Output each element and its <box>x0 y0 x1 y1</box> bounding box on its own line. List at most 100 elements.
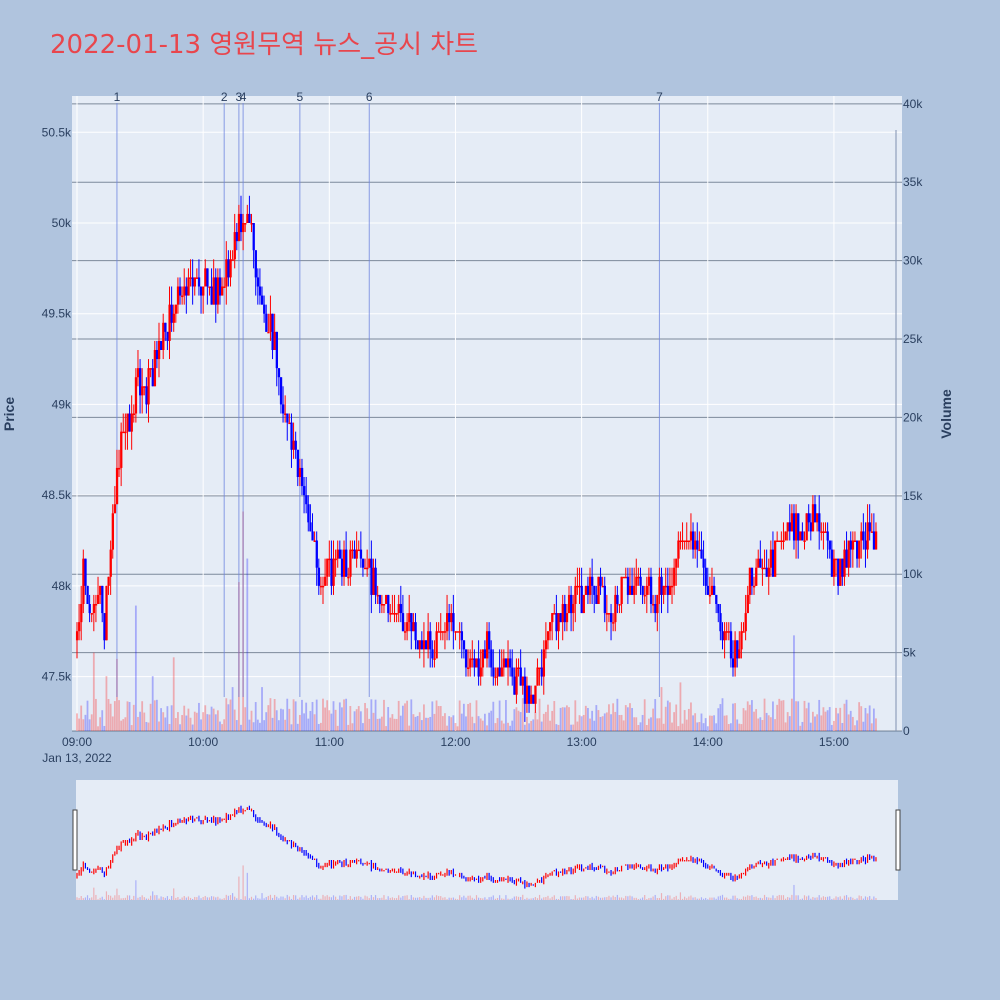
slider-volume-bar <box>152 891 154 900</box>
slider-volume-bar <box>827 896 829 900</box>
slider-volume-bar <box>154 895 156 900</box>
volume-bar <box>784 722 787 731</box>
slider-volume-bar <box>196 897 198 900</box>
candle-body <box>782 540 785 542</box>
candle-body <box>225 259 228 287</box>
slider-volume-bar <box>454 898 457 900</box>
volume-bar <box>219 721 221 731</box>
slider-volume-bar <box>726 897 728 900</box>
slider-volume-bar <box>316 895 318 900</box>
volume-bar <box>572 724 575 731</box>
slider-volume-bar <box>507 898 509 900</box>
volume-bar <box>147 722 150 731</box>
volume-bar <box>570 724 573 731</box>
slider-volume-bar <box>820 897 822 900</box>
candle-body <box>662 585 665 595</box>
slider-volume-bar <box>91 897 93 900</box>
slider-volume-bar <box>869 895 871 900</box>
candle-body <box>250 223 253 225</box>
volume-bar <box>261 687 263 731</box>
volume-bar <box>99 717 102 731</box>
volume-bar <box>727 724 730 731</box>
slider-volume-bar <box>484 897 486 900</box>
candle-body <box>105 585 108 641</box>
volume-bar <box>536 719 539 731</box>
slider-volume-bar <box>721 894 724 900</box>
range-slider-left-handle[interactable] <box>72 809 78 871</box>
slider-volume-bar <box>112 897 114 900</box>
candle-body <box>433 658 436 660</box>
slider-volume-bar <box>467 895 469 900</box>
volume-bar <box>275 710 278 731</box>
candle-body <box>353 549 356 559</box>
candle-body <box>725 631 728 633</box>
candle-body <box>847 540 850 568</box>
volume-bar <box>189 717 192 731</box>
range-slider-right-handle[interactable] <box>895 809 901 871</box>
slider-volume-bar <box>225 894 227 900</box>
slider-volume-bar <box>330 897 333 900</box>
volume-bar <box>465 716 467 731</box>
volume-bar <box>645 724 648 731</box>
x-tick-label: 13:00 <box>567 735 597 749</box>
volume-bar <box>767 715 770 731</box>
slider-volume-bar <box>356 896 358 900</box>
volume-bar <box>200 719 202 731</box>
volume-bar <box>452 715 455 731</box>
candle-body <box>265 313 268 332</box>
slider-volume-bar <box>602 897 604 900</box>
slider-volume-bar <box>477 897 480 900</box>
slider-volume-bar <box>747 895 749 900</box>
candle-body <box>610 613 613 623</box>
slider-volume-bar <box>692 897 694 900</box>
slider-volume-bar <box>120 898 122 900</box>
candle-body <box>715 594 718 604</box>
slider-volume-bar <box>799 899 801 900</box>
slider-volume-bar <box>845 895 848 900</box>
candle-body <box>242 223 245 233</box>
slider-volume-bar <box>429 897 431 900</box>
candle-body <box>586 585 590 595</box>
candle-body <box>734 640 737 668</box>
volume-bar <box>828 707 831 731</box>
slider-volume-bar <box>114 895 116 900</box>
slider-volume-bar <box>795 895 797 900</box>
news-marker-label: 4 <box>240 90 247 104</box>
candle-body <box>851 540 855 550</box>
volume-bar <box>862 721 865 731</box>
candle-body <box>496 667 499 677</box>
volume-bar <box>420 720 423 731</box>
volume-bar <box>732 703 734 731</box>
candle-body <box>778 540 781 542</box>
candle-body <box>519 667 522 686</box>
candle-body <box>439 631 442 633</box>
volume-bar <box>269 698 272 731</box>
slider-volume-bar <box>705 897 707 900</box>
volume-bar <box>795 701 797 731</box>
slider-volume-bar <box>311 895 314 900</box>
candle-body <box>517 667 520 669</box>
candle-body <box>704 567 707 586</box>
volume-bar <box>128 702 131 731</box>
volume-bar <box>341 707 343 731</box>
slider-volume-bar <box>265 897 267 900</box>
slider-volume-bar <box>776 895 778 900</box>
candle-body <box>740 631 743 650</box>
slider-volume-bar <box>444 897 446 900</box>
volume-bar <box>761 720 764 731</box>
candle-body <box>317 567 321 586</box>
volume-bar <box>174 718 177 731</box>
volume-bar <box>301 699 303 731</box>
volume-bar <box>231 687 234 731</box>
candle-body <box>816 513 819 523</box>
volume-bar <box>715 723 718 731</box>
slider-volume-bar <box>488 897 490 900</box>
candle-body <box>208 286 211 288</box>
candle-body <box>319 585 323 588</box>
volume-bar <box>309 710 312 731</box>
candle-body <box>813 504 817 523</box>
volume-bar <box>538 698 541 731</box>
slider-volume-bar <box>402 896 404 900</box>
volume-bar <box>246 558 249 731</box>
candle-body <box>588 576 592 595</box>
